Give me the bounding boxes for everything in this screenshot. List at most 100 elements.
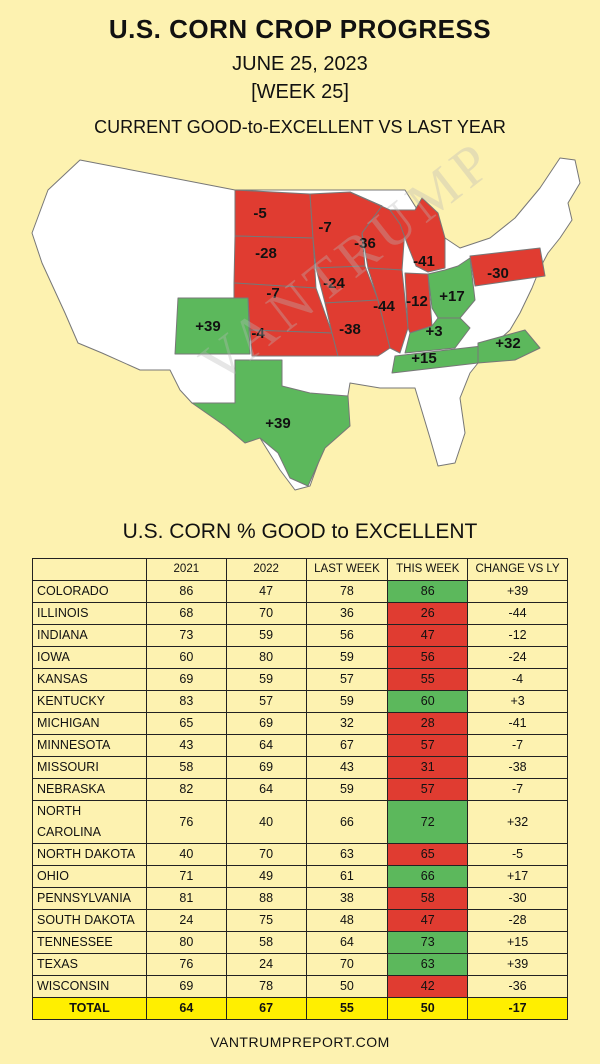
value-this-week: 42 (387, 975, 469, 998)
state-cell: MICHIGAN (32, 712, 147, 735)
table-row: TENNESSEE 80 58 64 73 +15 (32, 931, 568, 954)
map-label-south-dakota: -28 (255, 245, 277, 262)
col-header-change: CHANGE VS LY (467, 558, 568, 581)
value-change: -5 (467, 843, 568, 866)
value-change: +39 (467, 953, 568, 976)
col-header-state (32, 558, 147, 581)
value-last-week: 50 (305, 975, 389, 998)
value-last-week: 43 (305, 756, 389, 779)
state-cell: INDIANA (32, 624, 147, 647)
value-last-week: 32 (305, 712, 389, 735)
table-row: OHIO 71 49 61 66 +17 (32, 865, 568, 888)
table-row: TEXAS 76 24 70 63 +39 (32, 953, 568, 976)
value-2021: 82 (145, 778, 227, 801)
table-row: SOUTH DAKOTA 24 75 48 47 -28 (32, 909, 568, 932)
table-row: NEBRASKA 82 64 59 57 -7 (32, 778, 568, 801)
state-cell: NORTH CAROLINA (32, 800, 147, 844)
table-row: KANSAS 69 59 57 55 -4 (32, 668, 568, 691)
state-cell: SOUTH DAKOTA (32, 909, 147, 932)
value-2021: 76 (145, 953, 227, 976)
map-label-kentucky: +3 (425, 323, 442, 340)
value-2021: 43 (145, 734, 227, 757)
footer-site: VANTRUMPREPORT.COM (210, 1034, 390, 1050)
value-last-week: 59 (305, 690, 389, 713)
value-last-week: 48 (305, 909, 389, 932)
value-2022: 69 (225, 712, 307, 735)
value-this-week: 73 (387, 931, 469, 954)
table-row: PENNSYLVANIA 81 88 38 58 -30 (32, 887, 568, 910)
state-cell: PENNSYLVANIA (32, 887, 147, 910)
value-this-week: 57 (387, 778, 469, 801)
value-last-week: 59 (305, 646, 389, 669)
value-last-week: 36 (305, 602, 389, 625)
value-this-week: 55 (387, 668, 469, 691)
state-cell: TEXAS (32, 953, 147, 976)
value-2021: 40 (145, 843, 227, 866)
value-2022: 80 (225, 646, 307, 669)
value-2022: 78 (225, 975, 307, 998)
map-label-wisconsin: -36 (354, 235, 376, 252)
value-change: +39 (467, 580, 568, 603)
col-header-2021: 2021 (145, 558, 227, 581)
table-row: ILLINOIS 68 70 36 26 -44 (32, 602, 568, 625)
value-change: -12 (467, 624, 568, 647)
value-2022: 64 (225, 778, 307, 801)
value-change: -36 (467, 975, 568, 998)
value-2022: 69 (225, 756, 307, 779)
map-label-iowa: -24 (323, 275, 345, 292)
map-label-north-dakota: -5 (253, 205, 266, 222)
value-last-week: 61 (305, 865, 389, 888)
value-2021: 71 (145, 865, 227, 888)
value-this-week: 65 (387, 843, 469, 866)
value-2021: 58 (145, 756, 227, 779)
state-cell: MINNESOTA (32, 734, 147, 757)
state-cell: COLORADO (32, 580, 147, 603)
value-2021: 60 (145, 646, 227, 669)
table-row: INDIANA 73 59 56 47 -12 (32, 624, 568, 647)
value-2022: 49 (225, 865, 307, 888)
value-this-week: 56 (387, 646, 469, 669)
state-south-dakota (233, 235, 317, 289)
value-change: -38 (467, 756, 568, 779)
value-change: -7 (467, 734, 568, 757)
table-header-row: 2021 2022 LAST WEEK THIS WEEK CHANGE VS … (32, 558, 568, 581)
col-header-last-week: LAST WEEK (305, 558, 389, 581)
state-texas (191, 359, 351, 487)
map-label-texas: +39 (265, 415, 290, 432)
page-title: U.S. CORN CROP PROGRESS (108, 14, 492, 44)
value-this-week: 31 (387, 756, 469, 779)
value-change: +15 (467, 931, 568, 954)
value-change: -44 (467, 602, 568, 625)
state-cell: OHIO (32, 865, 147, 888)
map-label-ohio: +17 (439, 288, 464, 305)
value-2022: 40 (225, 800, 307, 844)
map-subtitle: CURRENT GOOD-to-EXCELLENT VS LAST YEAR (94, 117, 506, 137)
value-change: -28 (467, 909, 568, 932)
value-last-week: 78 (305, 580, 389, 603)
value-2021: 65 (145, 712, 227, 735)
value-2021: 69 (145, 668, 227, 691)
state-kentucky (404, 317, 471, 354)
value-2021: 76 (145, 800, 227, 844)
value-2021: 69 (145, 975, 227, 998)
value-this-week: 66 (387, 865, 469, 888)
state-cell: MISSOURI (32, 756, 147, 779)
value-this-week: 47 (387, 909, 469, 932)
table-row: MISSOURI 58 69 43 31 -38 (32, 756, 568, 779)
table-row: MICHIGAN 65 69 32 28 -41 (32, 712, 568, 735)
value-change: +3 (467, 690, 568, 713)
report-week: [WEEK 25] (251, 81, 349, 103)
col-header-2022: 2022 (225, 558, 307, 581)
value-change: -7 (467, 778, 568, 801)
state-pennsylvania (469, 247, 546, 287)
map-label-nebraska: -7 (266, 285, 279, 302)
value-this-week: 28 (387, 712, 469, 735)
value-last-week: 70 (305, 953, 389, 976)
value-2022: 58 (225, 931, 307, 954)
value-2022: 67 (225, 997, 307, 1020)
table-row: NORTH CAROLINA 76 40 66 72 +32 (32, 800, 568, 844)
value-change: -41 (467, 712, 568, 735)
state-cell: KENTUCKY (32, 690, 147, 713)
value-change: -17 (467, 997, 568, 1020)
table-title: U.S. CORN % GOOD to EXCELLENT (122, 520, 478, 543)
